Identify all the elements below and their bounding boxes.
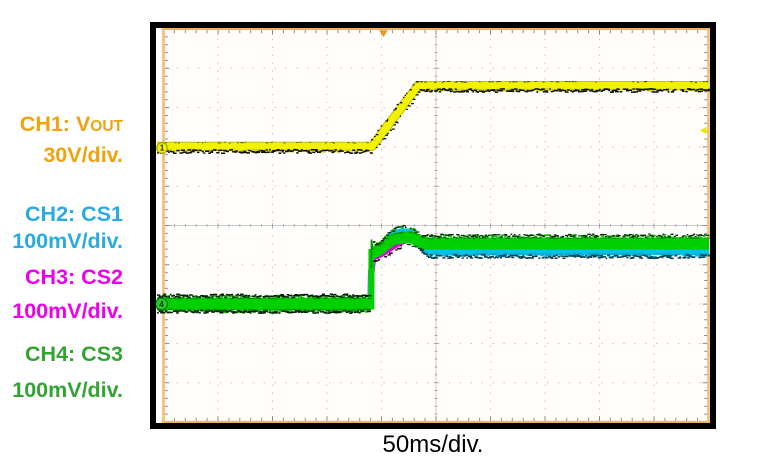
svg-text:4: 4 — [159, 300, 164, 309]
svg-text:1: 1 — [160, 144, 165, 153]
